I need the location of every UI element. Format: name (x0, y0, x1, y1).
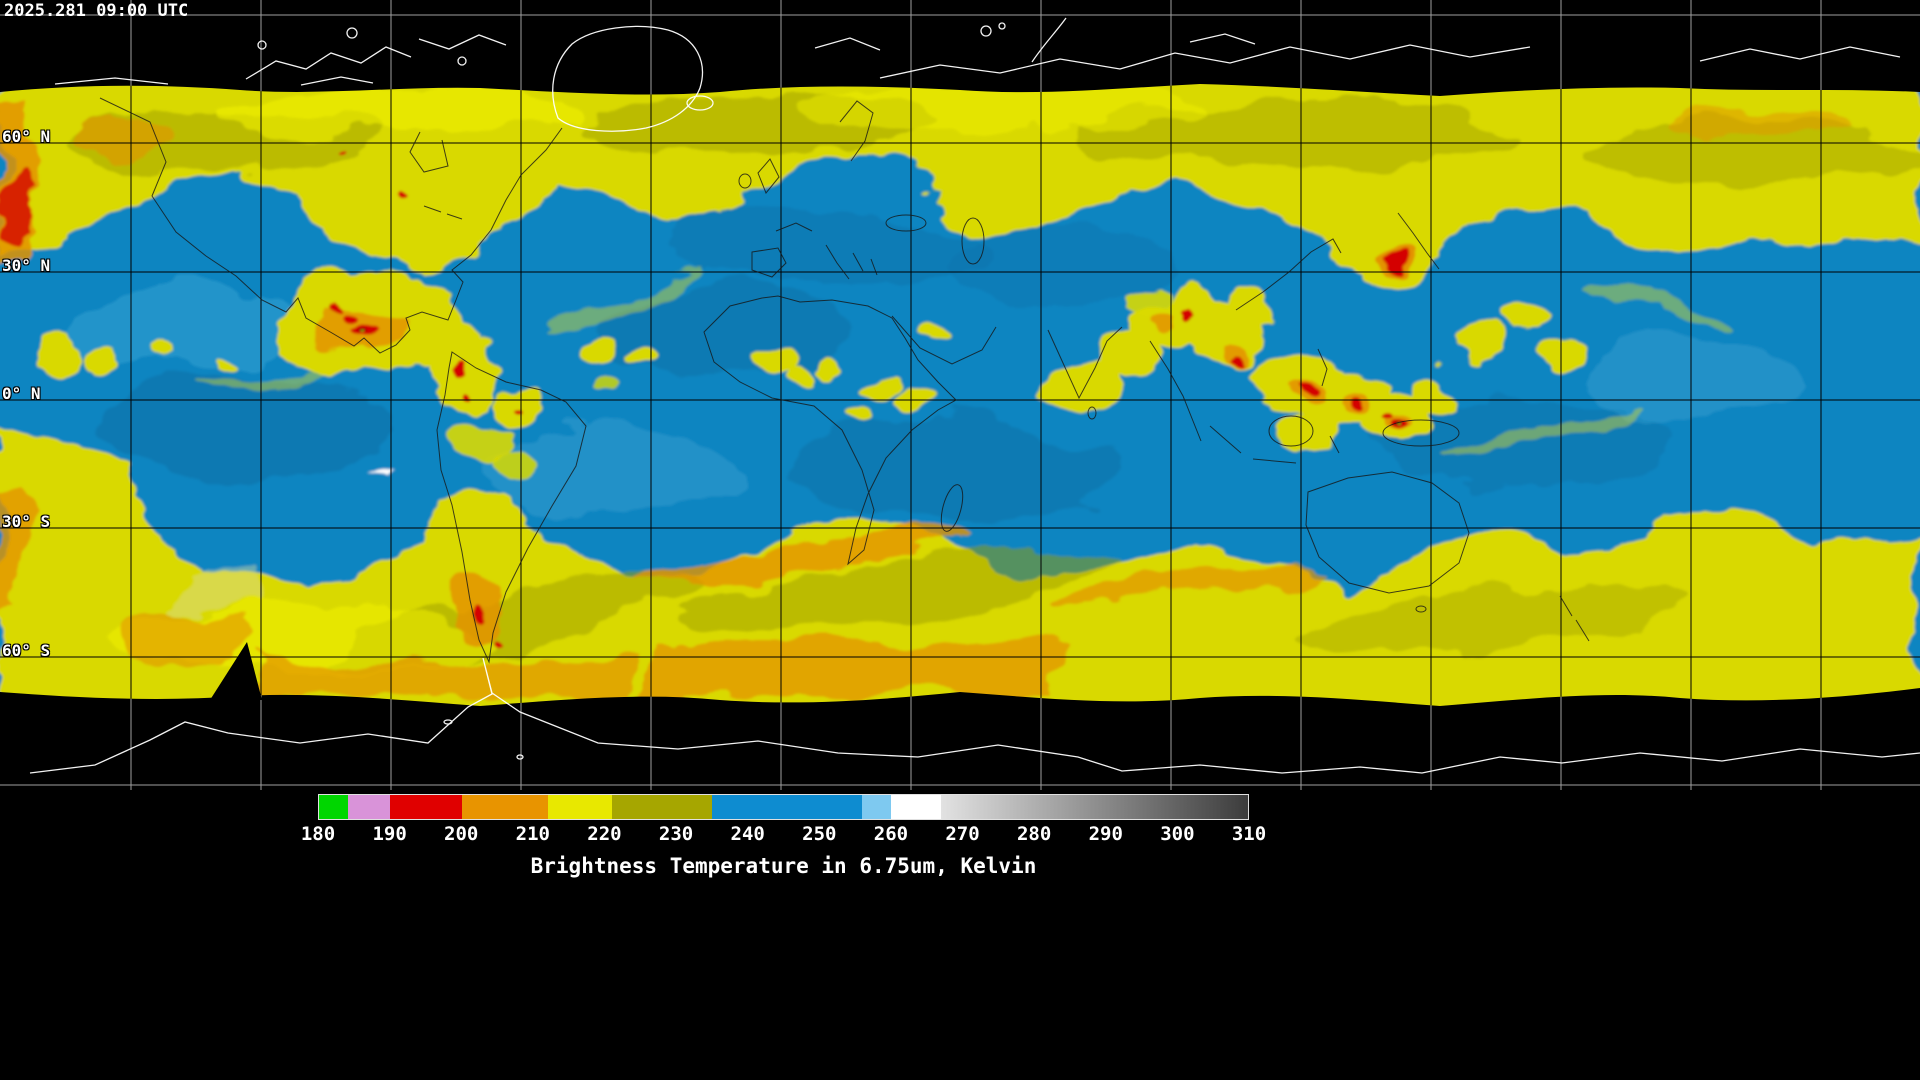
latitude-label: 60° N (2, 127, 51, 146)
colorbar-tick-label: 270 (945, 823, 980, 845)
latitude-label: 0° N (2, 384, 41, 403)
colorbar-tick-label: 240 (730, 823, 765, 845)
colorbar-segment (611, 795, 712, 819)
water-vapor-map (0, 0, 1920, 790)
colorbar-segment (712, 795, 863, 819)
colorbar-segment (547, 795, 612, 819)
colorbar (318, 794, 1249, 820)
latitude-label: 30° S (2, 512, 51, 531)
colorbar-tick-label: 290 (1088, 823, 1123, 845)
coastlines-polar (29, 17, 1920, 774)
colorbar-tick-label: 300 (1160, 823, 1195, 845)
colorbar-tick-label: 200 (444, 823, 479, 845)
colorbar-segment (390, 795, 462, 819)
colorbar-tick-labels: 180 190 200 210 220 230 240 250 260 270 280 290 300 3… (301, 823, 1266, 849)
latitude-label: 60° S (2, 641, 51, 660)
colorbar-tick-label: 210 (515, 823, 551, 845)
timestamp: 2025.281 09:00 UTC (4, 1, 189, 21)
latitude-label: 30° N (2, 256, 51, 275)
colorbar-segment (890, 795, 941, 819)
colorbar-tick-label: 310 (1231, 823, 1267, 845)
colorbar-segment (319, 795, 348, 819)
satellite-data-layer (0, 84, 1920, 706)
colorbar-segment (940, 795, 1248, 819)
colorbar-tick-label: 220 (587, 823, 622, 845)
colorbar-segment (862, 795, 891, 819)
colorbar-title: Brightness Temperature in 6.75um, Kelvin (530, 854, 1037, 878)
colorbar-tick-label: 190 (372, 823, 407, 845)
colorbar-legend: 180 190 200 210 220 230 240 250 260 270 280 290 300 3… (301, 794, 1266, 878)
coastlines-continents (99, 97, 1590, 664)
graticule-over (0, 0, 1920, 790)
colorbar-segment (347, 795, 391, 819)
colorbar-tick-label: 180 (300, 823, 336, 845)
colorbar-tick-label: 250 (802, 823, 837, 845)
colorbar-segment (461, 795, 548, 819)
colorbar-tick-label: 230 (658, 823, 694, 845)
colorbar-tick-label: 260 (873, 823, 909, 845)
colorbar-tick-label: 280 (1016, 823, 1052, 845)
